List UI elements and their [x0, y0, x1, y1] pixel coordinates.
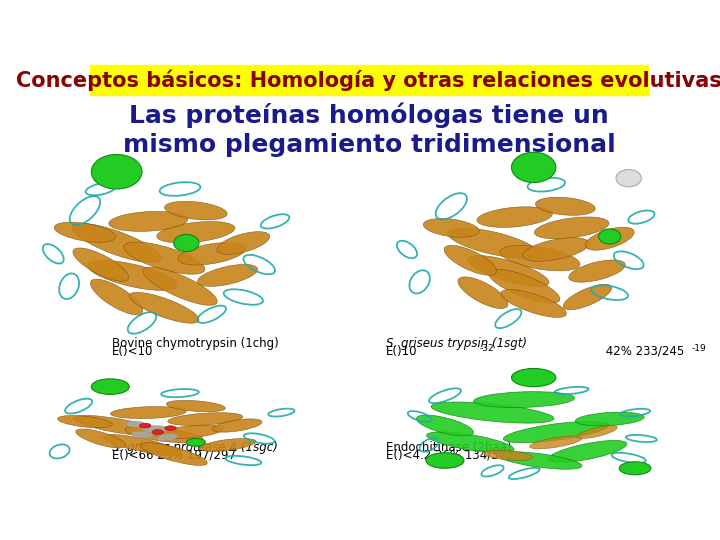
- Ellipse shape: [585, 227, 634, 250]
- Circle shape: [598, 229, 621, 244]
- Circle shape: [511, 368, 556, 387]
- Ellipse shape: [488, 269, 560, 303]
- Ellipse shape: [143, 267, 217, 305]
- Ellipse shape: [444, 245, 497, 275]
- Text: Las proteínas homólogas tiene un
mismo plegamiento tridimensional: Las proteínas homólogas tiene un mismo p…: [122, 102, 616, 158]
- Ellipse shape: [131, 431, 153, 438]
- Ellipse shape: [501, 289, 567, 318]
- Ellipse shape: [477, 207, 552, 227]
- Ellipse shape: [58, 415, 112, 428]
- Ellipse shape: [157, 221, 235, 243]
- Ellipse shape: [427, 432, 514, 453]
- Text: Endochitinase (2baa): Endochitinase (2baa): [386, 441, 511, 454]
- Text: S. griseus trypsin (1sgt): S. griseus trypsin (1sgt): [386, 336, 527, 349]
- Ellipse shape: [212, 419, 262, 432]
- Ellipse shape: [530, 436, 582, 449]
- Ellipse shape: [503, 421, 608, 443]
- Ellipse shape: [156, 426, 223, 438]
- Circle shape: [91, 379, 130, 394]
- Circle shape: [140, 423, 151, 428]
- Ellipse shape: [458, 277, 508, 308]
- Ellipse shape: [72, 224, 161, 262]
- Ellipse shape: [416, 415, 474, 436]
- Text: E()<66 23% 197/297: E()<66 23% 197/297: [112, 449, 236, 462]
- Text: 42% 233/245: 42% 233/245: [602, 345, 684, 358]
- Ellipse shape: [126, 421, 145, 428]
- Ellipse shape: [142, 426, 167, 433]
- Ellipse shape: [577, 426, 617, 438]
- Ellipse shape: [423, 219, 480, 237]
- Circle shape: [619, 462, 651, 475]
- Text: Bovine chymotrypsin (1chg): Bovine chymotrypsin (1chg): [112, 336, 279, 349]
- Ellipse shape: [575, 412, 644, 426]
- Ellipse shape: [523, 238, 589, 261]
- Ellipse shape: [73, 248, 129, 281]
- Ellipse shape: [563, 284, 612, 310]
- Ellipse shape: [140, 443, 207, 465]
- Ellipse shape: [73, 415, 161, 436]
- Ellipse shape: [500, 245, 580, 271]
- Ellipse shape: [178, 242, 246, 265]
- Ellipse shape: [548, 441, 627, 462]
- Ellipse shape: [130, 292, 199, 323]
- Circle shape: [186, 438, 205, 446]
- Ellipse shape: [468, 255, 549, 287]
- Ellipse shape: [498, 452, 582, 469]
- FancyBboxPatch shape: [90, 65, 648, 94]
- Ellipse shape: [474, 392, 575, 408]
- Ellipse shape: [103, 435, 181, 455]
- Circle shape: [616, 170, 642, 187]
- Ellipse shape: [54, 222, 116, 242]
- Text: E()<10: E()<10: [112, 345, 153, 358]
- Ellipse shape: [157, 434, 178, 441]
- Ellipse shape: [448, 228, 537, 258]
- Circle shape: [174, 234, 199, 252]
- Circle shape: [511, 152, 556, 183]
- Ellipse shape: [431, 402, 554, 423]
- Ellipse shape: [197, 265, 258, 286]
- Ellipse shape: [125, 426, 203, 443]
- Ellipse shape: [166, 400, 225, 412]
- Ellipse shape: [217, 232, 270, 254]
- Ellipse shape: [110, 407, 186, 418]
- Text: Conceptos básicos: Homología y otras relaciones evolutivas: Conceptos básicos: Homología y otras rel…: [16, 69, 720, 91]
- Circle shape: [152, 430, 163, 434]
- Ellipse shape: [76, 429, 126, 448]
- Ellipse shape: [168, 413, 243, 426]
- Ellipse shape: [91, 279, 143, 315]
- Ellipse shape: [534, 217, 609, 239]
- Ellipse shape: [484, 450, 533, 461]
- Text: S. griseus protease A (1sgc): S. griseus protease A (1sgc): [112, 441, 278, 454]
- Circle shape: [91, 154, 142, 189]
- Circle shape: [426, 453, 464, 468]
- Ellipse shape: [165, 201, 227, 220]
- Circle shape: [165, 426, 176, 430]
- Text: -32: -32: [480, 344, 494, 353]
- Ellipse shape: [536, 197, 595, 215]
- Text: E()10: E()10: [386, 345, 418, 358]
- Ellipse shape: [569, 260, 626, 282]
- Text: E()<4.2 26% 134/372: E()<4.2 26% 134/372: [386, 449, 513, 462]
- Text: -19: -19: [691, 344, 706, 353]
- Ellipse shape: [199, 438, 256, 451]
- Ellipse shape: [109, 212, 188, 231]
- Ellipse shape: [123, 242, 205, 274]
- Ellipse shape: [88, 260, 177, 291]
